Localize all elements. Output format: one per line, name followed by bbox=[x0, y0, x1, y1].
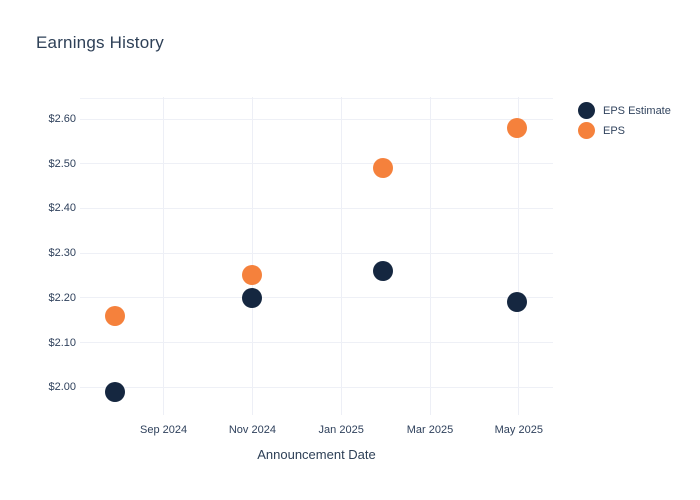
legend-label-eps-estimate: EPS Estimate bbox=[603, 104, 671, 117]
vertical-gridline bbox=[340, 97, 342, 415]
legend: EPS Estimate EPS bbox=[578, 102, 671, 142]
x-tick-label: May 2025 bbox=[494, 424, 543, 436]
point-eps-estimate[interactable] bbox=[242, 287, 263, 308]
legend-item-eps[interactable]: EPS bbox=[578, 122, 671, 139]
horizontal-gridline bbox=[80, 163, 553, 165]
legend-label-eps: EPS bbox=[603, 124, 626, 137]
vertical-gridline bbox=[163, 97, 165, 415]
x-tick-label: Sep 2024 bbox=[140, 424, 188, 436]
x-tick-label: Nov 2024 bbox=[228, 424, 276, 436]
eps-estimate-marker-icon bbox=[578, 102, 595, 119]
x-tick-label: Jan 2025 bbox=[318, 424, 364, 436]
chart-title: Earnings History bbox=[36, 33, 164, 52]
x-axis-title: Announcement Date bbox=[257, 447, 376, 462]
y-tick-label: $2.30 bbox=[48, 247, 76, 260]
point-eps[interactable] bbox=[507, 117, 528, 138]
point-eps-estimate[interactable] bbox=[507, 292, 528, 313]
horizontal-gridline bbox=[80, 252, 553, 254]
y-tick-label: $2.10 bbox=[48, 336, 76, 349]
point-eps[interactable] bbox=[242, 265, 263, 286]
x-tick-label: Mar 2025 bbox=[406, 424, 454, 436]
y-tick-label: $2.00 bbox=[48, 381, 76, 394]
y-tick-label: $2.60 bbox=[48, 113, 76, 125]
legend-item-eps-estimate[interactable]: EPS Estimate bbox=[578, 102, 671, 119]
y-tick-label: $2.40 bbox=[48, 202, 76, 215]
horizontal-gridline bbox=[80, 386, 553, 388]
point-eps[interactable] bbox=[372, 158, 393, 179]
horizontal-gridline bbox=[80, 207, 553, 209]
horizontal-gridline bbox=[80, 297, 553, 299]
vertical-gridline bbox=[429, 97, 431, 415]
plot-top-border bbox=[80, 98, 553, 99]
point-eps-estimate[interactable] bbox=[104, 381, 125, 402]
vertical-gridline bbox=[518, 97, 520, 415]
point-eps[interactable] bbox=[104, 305, 125, 326]
eps-marker-icon bbox=[578, 122, 595, 139]
point-eps-estimate[interactable] bbox=[372, 260, 393, 281]
y-tick-label: $2.20 bbox=[48, 291, 76, 304]
y-tick-label: $2.50 bbox=[48, 157, 76, 170]
plot-area: Sep 2024 Nov 2024 Jan 2025 Mar 2025 May 2025… bbox=[48, 97, 553, 436]
horizontal-gridline bbox=[80, 118, 553, 120]
horizontal-gridline bbox=[80, 342, 553, 343]
vertical-gridline bbox=[251, 97, 253, 415]
